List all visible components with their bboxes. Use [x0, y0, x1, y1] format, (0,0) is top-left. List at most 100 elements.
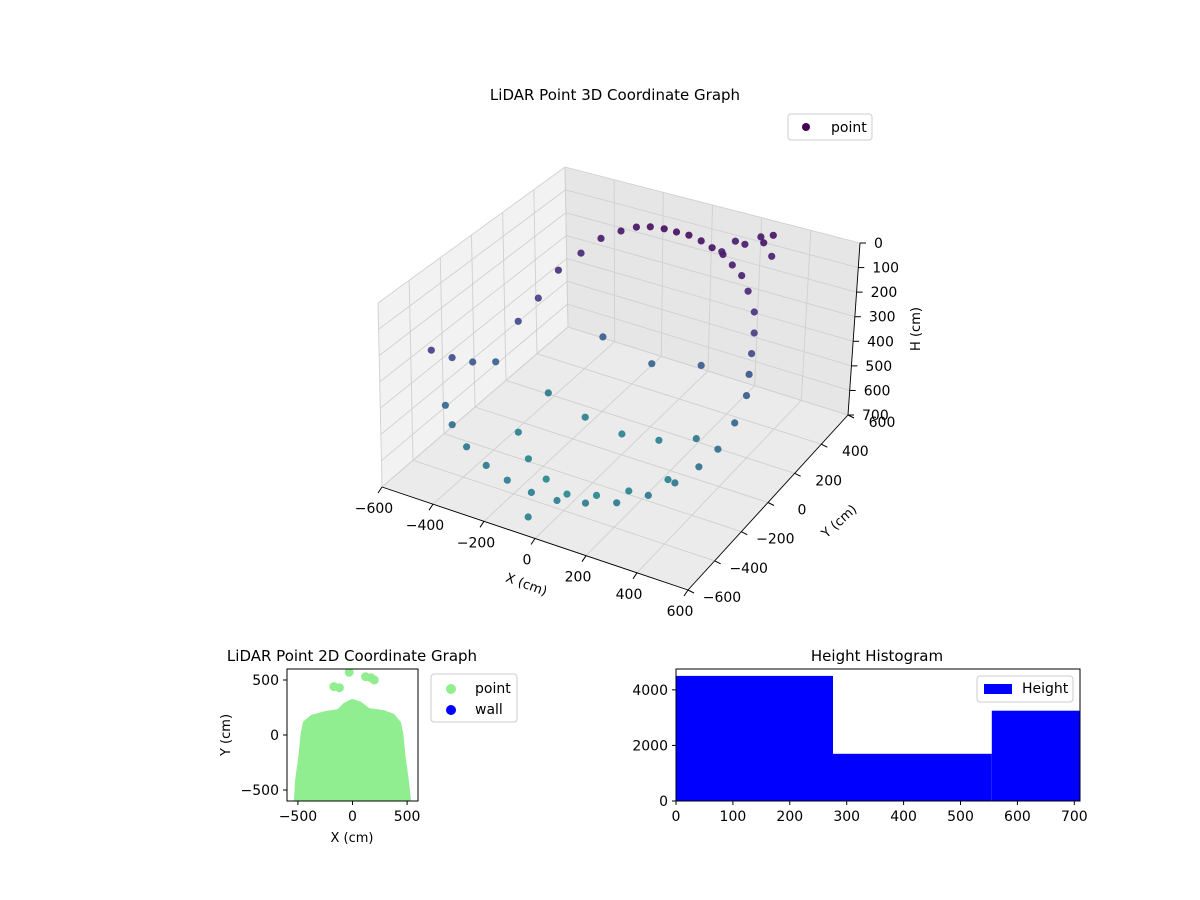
- chart-3d-point: [664, 476, 672, 484]
- chart-3d-gridline: [566, 257, 854, 342]
- chart-3d-gridline: [800, 230, 812, 401]
- chart-3d-points: [427, 223, 777, 521]
- chart-3d-point: [618, 430, 626, 438]
- chart-3d-y-tick: [821, 443, 828, 448]
- chart-3d-point: [738, 272, 746, 280]
- chart-3d-z-tick-label: 200: [871, 285, 898, 301]
- chart-3d-point: [685, 231, 693, 239]
- height-histogram-chart: Height Histogram 0 100 200 300 400 500 600 7000…: [632, 647, 1087, 825]
- chart-3d-gridline: [474, 406, 769, 503]
- histogram-legend-swatch: [984, 684, 1012, 694]
- chart-3d-gridline: [380, 280, 568, 435]
- chart-3d-z-axis-label: H (cm): [909, 307, 924, 351]
- chart-3d-gridline: [533, 189, 538, 354]
- chart-3d-point: [741, 240, 749, 248]
- histogram-x-tick-label: 500: [947, 809, 974, 825]
- histogram-bar: [991, 710, 1080, 801]
- chart-3d-z-tick-label: 0: [874, 236, 883, 252]
- chart-3d-x-tick: [479, 521, 485, 528]
- chart-2d-legend-marker-wall: [446, 705, 456, 715]
- chart-3d-point: [482, 461, 490, 469]
- chart-3d-point: [655, 436, 663, 444]
- chart-3d-gridline: [379, 235, 567, 383]
- chart-2d-y-axis-label: Y (cm): [219, 714, 234, 757]
- chart-3d-gridline: [378, 212, 567, 356]
- histogram-title: Height Histogram: [811, 647, 943, 665]
- chart-3d-point: [768, 252, 776, 260]
- chart-3d-x-tick: [530, 538, 536, 545]
- chart-3d-legend: point: [787, 113, 873, 141]
- chart-3d-y-tick: [794, 472, 801, 477]
- chart-3d-x-tick-label: 0: [523, 553, 532, 569]
- chart-3d-point: [581, 499, 590, 507]
- chart-2d-point-cloud: [293, 699, 412, 801]
- chart-3d-point: [597, 234, 605, 242]
- chart-3d-point: [714, 445, 722, 453]
- chart-2d-legend-label-point: point: [475, 681, 511, 697]
- chart-3d-point: [632, 223, 641, 231]
- chart-3d-point: [742, 392, 751, 400]
- chart-3d-gridline: [443, 433, 742, 533]
- chart-3d-y-tick: [687, 589, 695, 594]
- chart-2d-legend-label-wall: wall: [475, 702, 503, 718]
- histogram-bars: [675, 668, 1081, 802]
- chart-3d-point: [648, 360, 656, 368]
- chart-3d-point: [646, 223, 654, 231]
- chart-3d-z-tick-label: 600: [864, 383, 891, 399]
- chart-3d-point: [671, 479, 679, 487]
- histogram-ticks: 0 100 200 300 400 500 600 700 0 2000 4000: [632, 683, 1087, 825]
- chart-2d-point: [334, 683, 344, 693]
- chart-3d-point: [542, 475, 550, 483]
- chart-3d-legend-box: [787, 113, 873, 141]
- chart-2d-legend-marker-point: [446, 684, 456, 694]
- chart-3d-point: [672, 228, 681, 236]
- chart-3d-gridline: [660, 192, 664, 357]
- chart-3d-point: [748, 350, 756, 358]
- chart-3d-point: [524, 455, 533, 463]
- histogram-y-tick-label: 2000: [632, 738, 668, 754]
- chart-3d-x-tick-label: 400: [616, 587, 643, 603]
- chart-3d-point: [581, 413, 589, 421]
- histogram-y-tick-label: 4000: [632, 683, 668, 699]
- chart-3d-x-tick-label: 600: [667, 604, 694, 620]
- chart-2d-x-tick-label: −500: [279, 809, 317, 825]
- histogram-x-tick-label: 300: [833, 809, 860, 825]
- histogram-x-tick-label: 200: [776, 809, 803, 825]
- chart-3d-gridline: [502, 212, 507, 381]
- chart-3d-point: [527, 488, 536, 496]
- chart-2d-y-tick-label: −500: [241, 783, 279, 799]
- chart-3d-y-tick-label: 200: [815, 473, 842, 489]
- chart-3d-y-tick-label: −600: [703, 590, 741, 606]
- chart-3d-gridline: [412, 459, 715, 562]
- chart-3d-point: [695, 463, 703, 471]
- chart-3d-point: [427, 346, 435, 354]
- chart-3d-point: [463, 443, 471, 451]
- chart-3d-y-tick-label: 400: [842, 444, 869, 460]
- chart-3d-z-tick-label: 300: [869, 310, 896, 326]
- histogram-frame: [675, 668, 1081, 802]
- histogram-bar: [833, 753, 992, 801]
- chart-3d-point: [731, 237, 740, 245]
- chart-3d-gridline: [564, 166, 861, 244]
- chart-3d-gridline: [754, 217, 763, 386]
- chart-3d-gridline: [567, 303, 850, 391]
- chart-3d-point: [492, 358, 500, 366]
- chart-3d-point: [613, 499, 621, 507]
- chart-3d-x-tick-label: −600: [355, 501, 393, 517]
- chart-3d-point: [469, 358, 477, 366]
- chart-3d-point: [544, 389, 552, 397]
- chart-3d-z-tick-label: 700: [862, 408, 889, 424]
- chart-2d-plot-area: [286, 668, 419, 802]
- chart-3d-gridline: [566, 235, 855, 318]
- histogram-bar: [676, 675, 833, 801]
- chart-3d-gridline: [380, 258, 567, 409]
- chart-3d-point: [563, 490, 571, 498]
- chart-3d-point: [599, 333, 607, 341]
- chart-2d-title: LiDAR Point 2D Coordinate Graph: [227, 647, 477, 665]
- chart-2d-x-axis-label: X (cm): [331, 831, 374, 846]
- chart-3d-y-tick-label: 600: [869, 415, 896, 431]
- chart-3d-x-tick: [581, 555, 587, 562]
- histogram-legend: Height: [976, 675, 1074, 703]
- chart-3d-x-tick: [632, 572, 638, 580]
